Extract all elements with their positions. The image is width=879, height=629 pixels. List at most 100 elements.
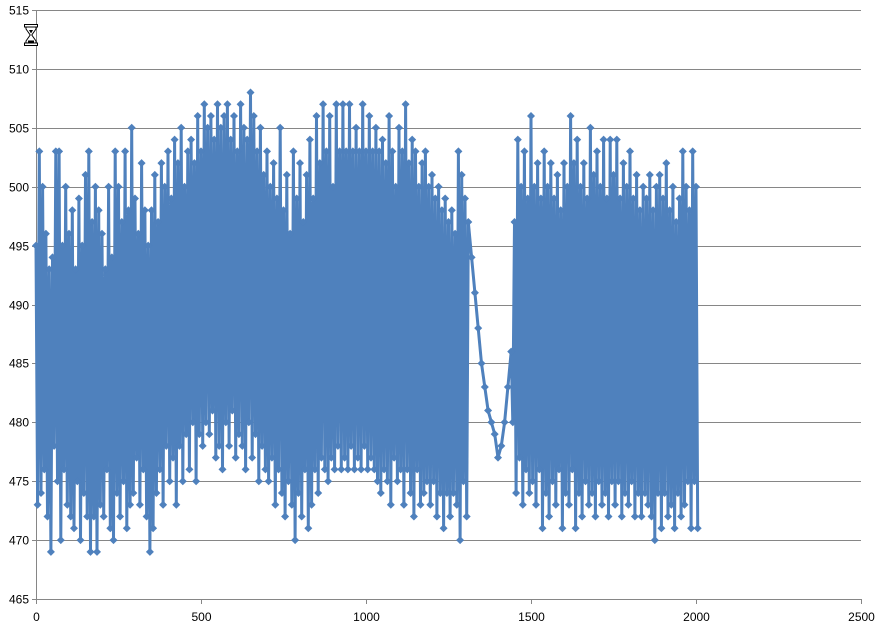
y-tick-label: 500 xyxy=(9,181,29,195)
data-point-marker xyxy=(390,453,399,462)
data-point-marker xyxy=(324,477,333,486)
data-point-marker xyxy=(565,500,573,509)
data-point-marker xyxy=(560,159,568,168)
x-tick-label: 2000 xyxy=(683,610,710,624)
data-point-marker xyxy=(507,347,516,356)
data-point-marker xyxy=(645,170,654,179)
data-point-marker xyxy=(515,453,524,462)
data-point-marker xyxy=(510,218,519,226)
data-point-marker xyxy=(350,465,359,474)
y-tick-label: 505 xyxy=(9,122,29,136)
data-point-marker xyxy=(649,206,658,215)
data-point-marker xyxy=(279,206,288,215)
data-point-marker xyxy=(403,465,412,474)
data-point-marker xyxy=(254,477,263,486)
data-point-marker xyxy=(667,500,676,509)
data-point-marker xyxy=(160,182,169,191)
data-point-marker xyxy=(368,147,377,156)
data-point-marker xyxy=(94,206,103,215)
data-point-marker xyxy=(216,123,225,132)
data-point-marker xyxy=(338,100,347,109)
data-point-marker xyxy=(553,170,562,179)
data-point-marker xyxy=(464,218,473,226)
data-point-marker xyxy=(309,194,318,203)
data-point-marker xyxy=(112,489,121,497)
data-point-marker xyxy=(286,229,295,238)
data-point-marker xyxy=(192,477,201,486)
data-point-marker xyxy=(272,194,281,203)
data-point-marker xyxy=(533,159,542,168)
data-point-marker xyxy=(152,489,161,497)
data-point-marker xyxy=(673,489,682,497)
data-point-marker xyxy=(137,159,146,168)
data-point-marker xyxy=(297,512,306,521)
data-point-marker xyxy=(345,100,354,109)
data-point-marker xyxy=(355,147,364,156)
data-point-marker xyxy=(233,147,242,156)
data-point-marker xyxy=(187,135,196,144)
data-point-marker xyxy=(660,489,669,497)
data-point-marker xyxy=(437,206,446,215)
data-point-marker xyxy=(670,524,679,533)
data-point-marker xyxy=(93,547,101,556)
data-point-marker xyxy=(598,500,606,509)
data-point-marker xyxy=(632,170,641,179)
data-point-marker xyxy=(190,159,199,168)
data-point-marker xyxy=(543,182,552,191)
data-point-marker xyxy=(225,441,234,450)
data-point-marker xyxy=(408,135,417,144)
data-point-marker xyxy=(391,182,400,191)
data-point-marker xyxy=(401,100,410,109)
data-point-marker xyxy=(584,500,593,509)
data-point-marker xyxy=(63,500,72,509)
data-point-marker xyxy=(46,547,55,556)
data-point-marker xyxy=(413,465,422,474)
data-point-marker xyxy=(474,324,483,333)
data-point-marker xyxy=(178,477,187,486)
data-point-marker xyxy=(639,182,648,191)
data-point-marker xyxy=(517,182,526,191)
data-point-marker xyxy=(424,182,433,191)
data-point-marker xyxy=(135,500,144,509)
data-point-marker xyxy=(296,159,304,168)
data-point-marker xyxy=(546,159,555,168)
data-point-marker xyxy=(261,465,270,474)
data-point-marker xyxy=(436,489,445,497)
data-point-marker xyxy=(134,229,143,238)
data-point-marker xyxy=(114,182,123,191)
data-point-marker xyxy=(627,477,636,486)
data-point-marker xyxy=(362,147,370,156)
data-point-marker xyxy=(305,135,314,144)
data-point-marker xyxy=(423,477,431,486)
data-point-marker xyxy=(329,182,337,191)
data-point-marker xyxy=(578,512,587,521)
data-point-marker xyxy=(487,418,496,427)
data-point-marker xyxy=(604,512,613,521)
data-point-marker xyxy=(596,182,605,191)
data-point-marker xyxy=(205,430,214,439)
data-point-marker xyxy=(650,536,659,545)
data-point-marker xyxy=(119,477,128,486)
data-point-marker xyxy=(535,465,544,474)
data-point-marker xyxy=(335,147,344,156)
data-point-marker xyxy=(35,147,44,156)
data-point-marker xyxy=(41,229,50,238)
data-point-marker xyxy=(432,512,441,521)
data-point-marker xyxy=(327,453,336,462)
data-point-marker xyxy=(541,489,550,497)
data-point-marker xyxy=(203,123,212,132)
data-point-marker xyxy=(522,465,530,474)
data-point-marker xyxy=(206,112,215,120)
data-point-marker xyxy=(624,500,633,509)
data-point-marker xyxy=(122,524,131,533)
data-point-marker xyxy=(195,430,204,439)
data-point-marker xyxy=(647,512,656,521)
data-point-marker xyxy=(606,135,615,144)
data-point-marker xyxy=(129,489,138,497)
data-point-marker xyxy=(614,477,623,486)
data-point-marker xyxy=(68,206,77,215)
data-point-marker xyxy=(322,147,331,156)
data-point-marker xyxy=(644,500,653,509)
data-point-marker xyxy=(53,477,62,486)
data-point-marker xyxy=(365,112,374,120)
